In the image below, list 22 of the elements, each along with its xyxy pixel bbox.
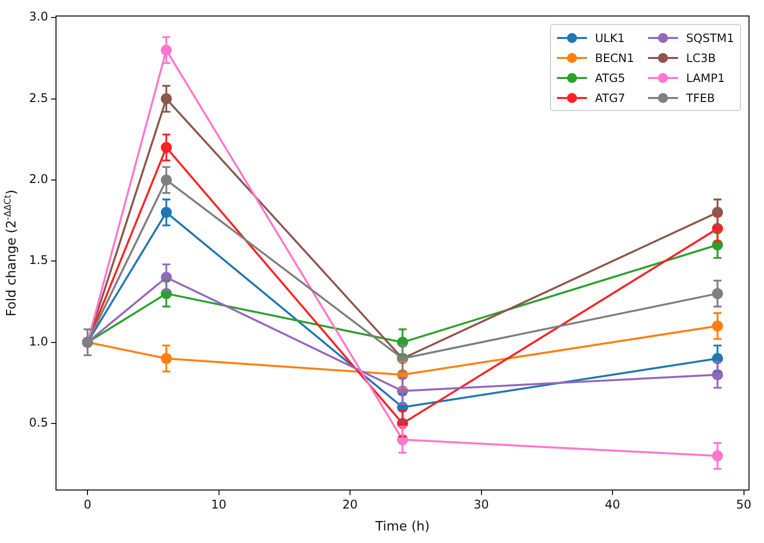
x-tick-label: 0 bbox=[84, 497, 92, 512]
legend-label: ULK1 bbox=[595, 30, 625, 44]
x-axis-title: Time (h) bbox=[374, 520, 430, 535]
x-tick-label: 10 bbox=[211, 497, 226, 512]
legend-label: SQSTM1 bbox=[686, 30, 734, 44]
x-tick-label: 50 bbox=[736, 497, 752, 512]
legend-label: ATG7 bbox=[595, 90, 626, 104]
x-tick-label: 20 bbox=[342, 497, 358, 512]
y-axis-title: Fold change (2-ΔΔCt) bbox=[3, 190, 20, 316]
legend-label: BECN1 bbox=[595, 50, 634, 64]
y-tick-label: 2.0 bbox=[28, 172, 48, 186]
legend-label: LC3B bbox=[686, 50, 716, 64]
y-tick-label: 1.0 bbox=[28, 334, 48, 348]
y-tick-label: 1.5 bbox=[28, 253, 48, 268]
x-tick-label: 40 bbox=[604, 497, 620, 512]
y-tick-label: 2.5 bbox=[28, 90, 48, 105]
y-tick-label: 3.0 bbox=[28, 10, 48, 24]
legend-label: ATG5 bbox=[595, 70, 626, 84]
y-tick-label: 0.5 bbox=[28, 416, 48, 430]
legend-label: LAMP1 bbox=[686, 70, 725, 84]
x-tick-label: 30 bbox=[474, 497, 489, 512]
legend-label: TFEB bbox=[686, 90, 715, 104]
